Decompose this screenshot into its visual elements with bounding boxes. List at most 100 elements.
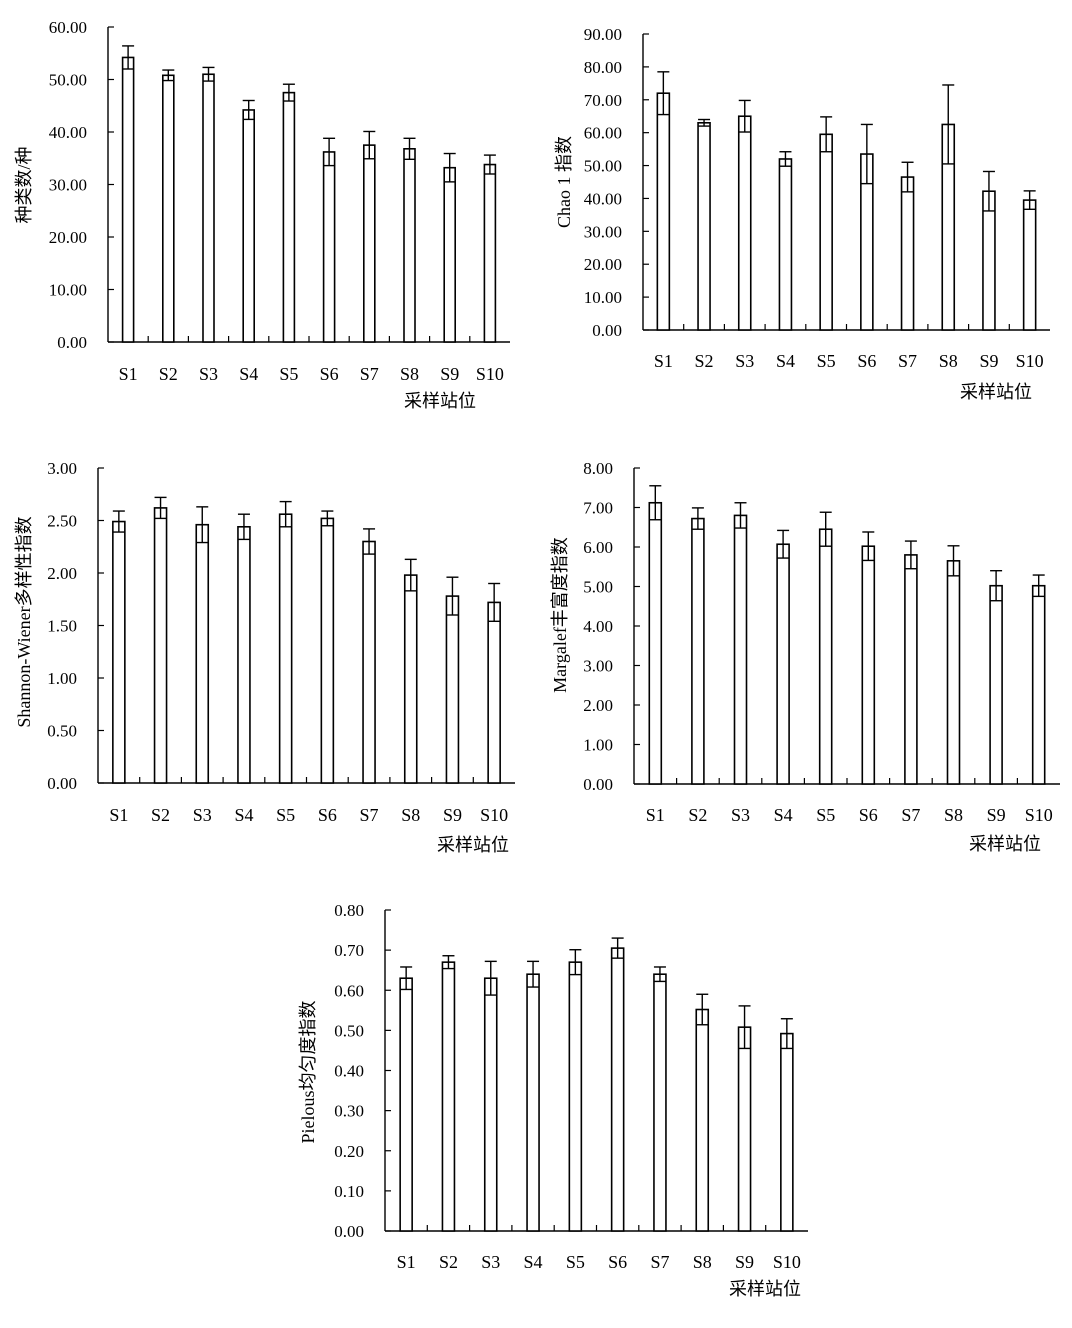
bar-S2: [441, 961, 456, 1232]
bar-S1: [656, 92, 671, 331]
error-bar-S9: [738, 1005, 751, 1050]
x-tick-label: S1: [646, 805, 665, 825]
chart-panel-2: 0.00 10.00 20.00 30.00 40.00 50.00 60.00 70.00 8…: [554, 25, 1050, 402]
bar-S5: [818, 528, 833, 785]
y-tick-label: 70.00: [584, 91, 622, 110]
error-bar-S8: [942, 84, 955, 165]
x-tick-label: S5: [279, 364, 298, 384]
y-tick-label: 0.50: [334, 1021, 364, 1040]
bar-S2: [153, 507, 168, 784]
y-tick-label: 8.00: [583, 459, 613, 478]
bar-S1: [648, 501, 663, 785]
bar-S9: [737, 1026, 752, 1232]
y-tick-label: 4.00: [583, 617, 613, 636]
error-bar-S8: [403, 137, 416, 161]
x-tick-label: S8: [400, 364, 419, 384]
y-axis-title: Pielous均匀度指数: [298, 1000, 318, 1143]
y-tick-label: 20.00: [584, 255, 622, 274]
y-tick-label: 0.00: [57, 333, 87, 352]
bar-S7: [900, 176, 915, 331]
x-axis-title: 采样站位: [729, 1279, 801, 1299]
y-tick-label: 20.00: [49, 228, 87, 247]
x-tick-label: S10: [773, 1252, 801, 1272]
bar-S10: [1022, 199, 1037, 331]
x-tick-label: S1: [109, 805, 128, 825]
error-bar-S3: [734, 502, 747, 529]
x-tick-label: S7: [901, 805, 920, 825]
error-bar-S7: [901, 161, 914, 193]
x-tick-label: S9: [440, 364, 459, 384]
error-bar-S5: [820, 116, 833, 153]
chart-panel-5: 0.00 0.10 0.20 0.30 0.40 0.50 0.60 0.70 0.80 S1 S2…: [298, 901, 808, 1299]
x-tick-label: S3: [199, 364, 218, 384]
y-axis-title: 种类数/种: [14, 146, 34, 223]
error-bar-S1: [112, 510, 125, 533]
error-bar-S5: [569, 949, 582, 976]
bar-S7: [362, 144, 376, 343]
bar-S3: [733, 514, 748, 785]
y-tick-label: 0.00: [592, 321, 622, 340]
y-tick-label: 0.00: [583, 775, 613, 794]
y-tick-label: 0.30: [334, 1102, 364, 1121]
y-tick-label: 2.50: [47, 512, 77, 531]
bar-S3: [737, 115, 752, 331]
bar-S4: [526, 973, 540, 1232]
error-bar-S1: [400, 966, 413, 991]
x-tick-label: S2: [439, 1252, 458, 1272]
x-tick-label: S1: [119, 364, 138, 384]
y-tick-label: 3.00: [47, 459, 77, 478]
y-tick-label: 5.00: [583, 578, 613, 597]
y-tick-label: 1.00: [583, 736, 613, 755]
bar-S2: [691, 517, 705, 785]
y-tick-label: 2.00: [47, 564, 77, 583]
x-tick-label: S10: [480, 805, 508, 825]
x-tick-label: S4: [239, 364, 258, 384]
x-tick-label: S8: [939, 351, 958, 371]
y-tick-label: 1.50: [47, 617, 77, 636]
error-bar-S4: [527, 960, 540, 988]
bar-S3: [195, 523, 210, 784]
error-bar-S3: [738, 99, 751, 133]
y-tick-label: 6.00: [583, 538, 613, 557]
x-tick-label: S6: [320, 364, 339, 384]
x-tick-label: S3: [735, 351, 754, 371]
error-bar-S1: [122, 45, 135, 70]
x-tick-label: S7: [360, 364, 379, 384]
x-tick-label: S5: [276, 805, 295, 825]
bar-S7: [653, 973, 667, 1232]
x-tick-label: S4: [234, 805, 253, 825]
error-bar-S8: [404, 558, 417, 592]
chart-panel-4: 0.00 1.00 2.00 3.00 4.00 5.00 6.00 7.00 8.00 S1 S2…: [550, 459, 1060, 854]
y-axis-title: Chao 1 指数: [554, 136, 574, 228]
y-tick-label: 90.00: [584, 25, 622, 44]
x-tick-label: S2: [159, 364, 178, 384]
bar-S1: [399, 977, 413, 1232]
x-tick-label: S8: [693, 1252, 712, 1272]
bar-S5: [282, 91, 296, 343]
error-bar-S2: [698, 118, 711, 127]
y-tick-label: 0.00: [47, 774, 77, 793]
error-bar-S9: [990, 570, 1003, 602]
error-bar-S7: [653, 966, 666, 983]
bar-S6: [861, 545, 876, 785]
y-tick-label: 30.00: [49, 176, 87, 195]
y-tick-label: 1.00: [47, 669, 77, 688]
error-bar-S2: [442, 955, 455, 970]
error-bar-S6: [611, 937, 624, 959]
x-axis-title: 采样站位: [437, 835, 509, 855]
x-tick-label: S2: [695, 351, 714, 371]
error-bar-S8: [947, 545, 960, 577]
error-bar-S6: [321, 510, 334, 527]
bar-S9: [989, 584, 1003, 785]
error-bar-S3: [202, 66, 215, 82]
y-tick-label: 60.00: [584, 124, 622, 143]
x-tick-label: S1: [654, 351, 673, 371]
error-bar-S10: [780, 1018, 793, 1050]
x-tick-label: S9: [979, 351, 998, 371]
error-bar-S9: [443, 152, 456, 183]
chart-panel-3: 0.00 0.50 1.00 1.50 2.00 2.50 3.00 S1 S2 S3 S4 S5 S6…: [14, 459, 515, 855]
error-bar-S10: [488, 582, 501, 622]
bar-S9: [445, 595, 460, 784]
x-axis-title: 采样站位: [960, 382, 1032, 402]
x-tick-label: S10: [476, 364, 504, 384]
